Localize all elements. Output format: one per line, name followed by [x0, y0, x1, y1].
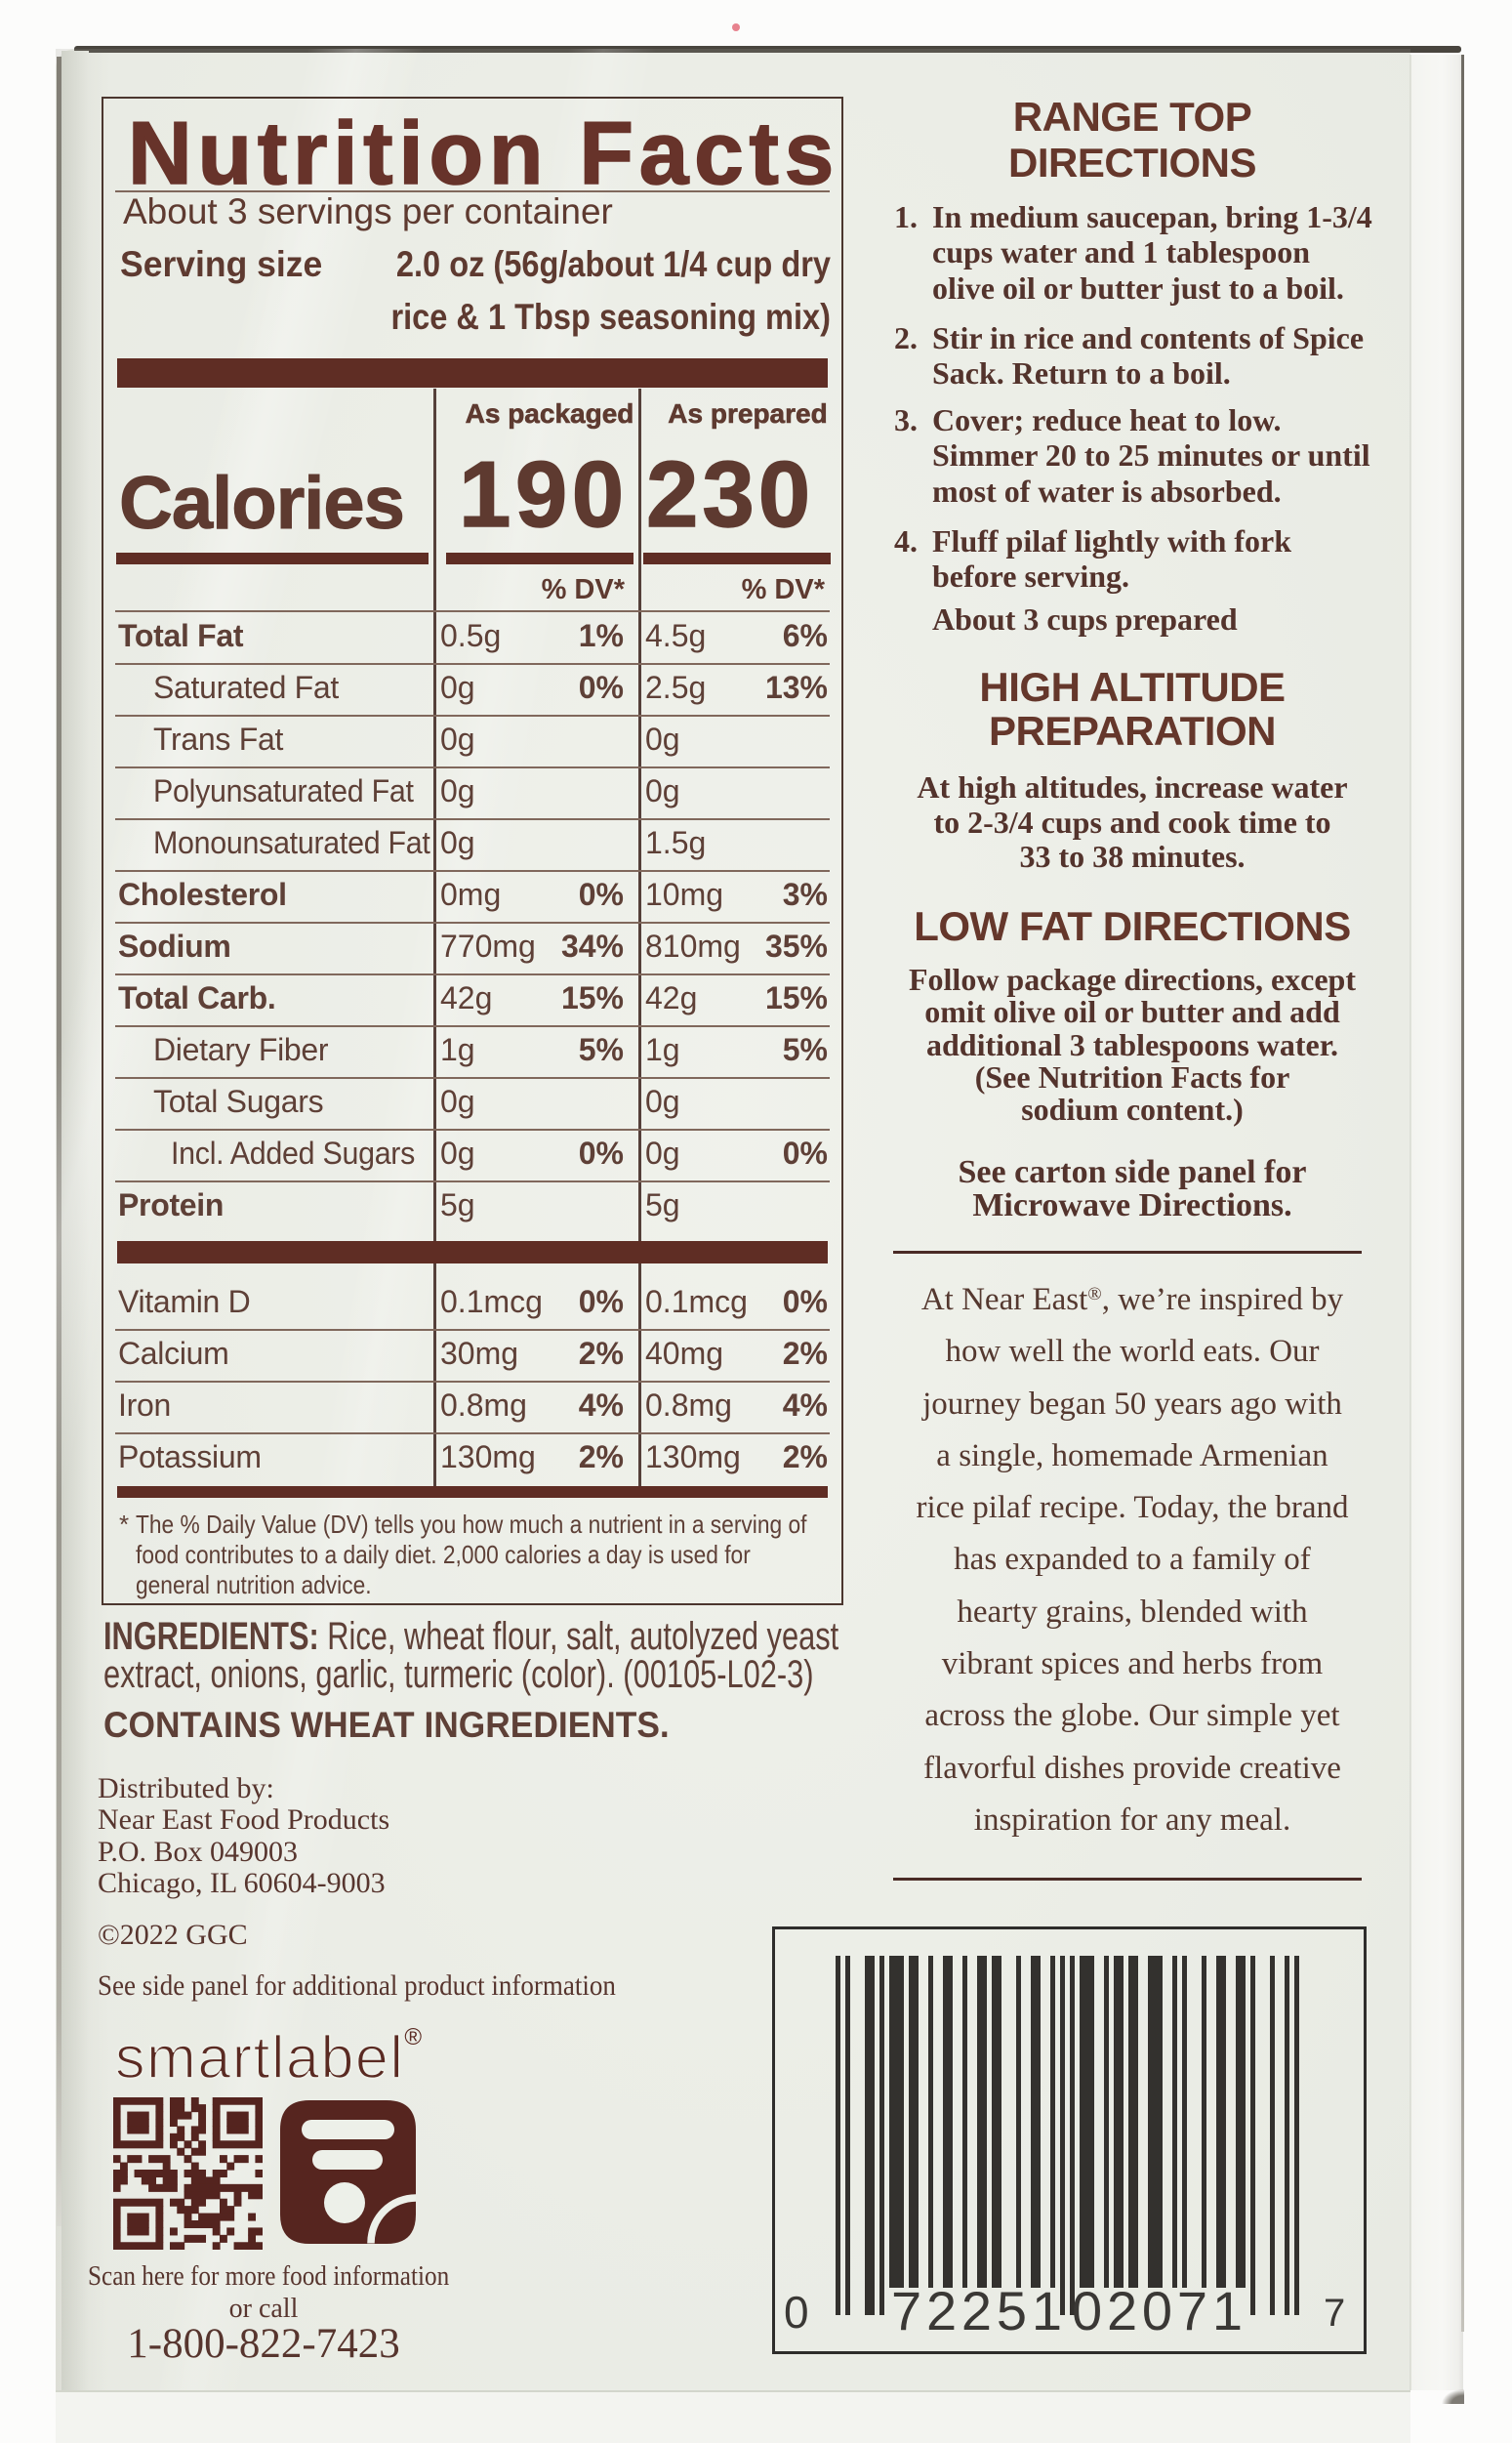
- svg-text:72251: 72251: [891, 2280, 1062, 2341]
- svg-text:02071: 02071: [1072, 2280, 1243, 2341]
- svg-text:0: 0: [784, 2287, 809, 2338]
- svg-text:7: 7: [1324, 2292, 1345, 2335]
